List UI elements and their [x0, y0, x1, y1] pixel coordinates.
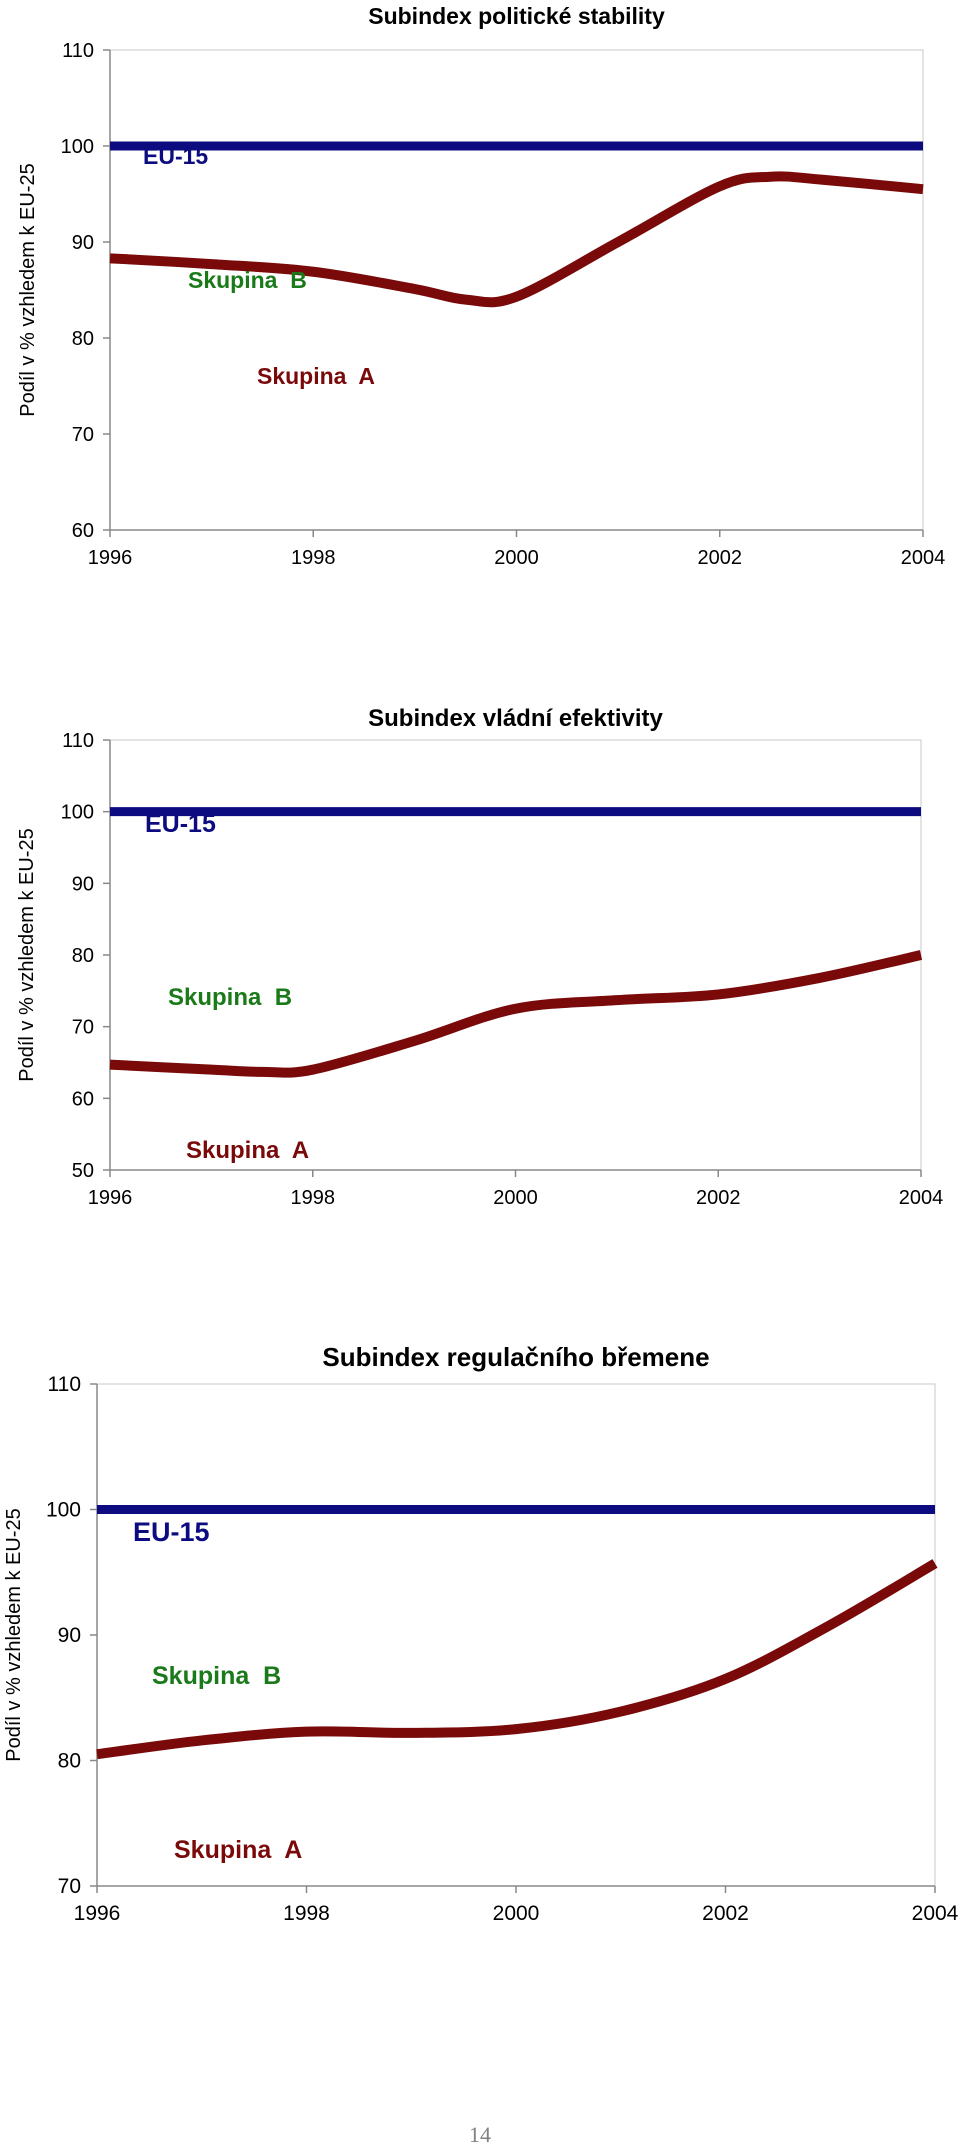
y-axis-label: Podíl v % vzhledem k EU-25: [17, 163, 39, 416]
label-skupina-b: Skupina B: [168, 984, 292, 1011]
chart-government-effectiveness: Subindex vládní efektivity Podíl v % vzhl…: [0, 690, 960, 1250]
x-tick-label: 2000: [493, 1187, 538, 1209]
y-tick-label: 50: [72, 1160, 94, 1182]
y-tick-label: 70: [72, 1017, 94, 1039]
y-tick-label: 90: [58, 1624, 81, 1647]
chart-title: Subindex vládní efektivity: [368, 705, 663, 732]
y-tick-label: 60: [72, 520, 94, 542]
y-tick-label: 110: [48, 1373, 81, 1396]
x-tick-label: 2002: [696, 1187, 741, 1209]
chart-svg: Subindex vládní efektivity Podíl v % vzhl…: [16, 705, 944, 1209]
y-axis-label: Podíl v % vzhledem k EU-25: [16, 828, 38, 1081]
y-tick-label: 90: [72, 873, 94, 895]
y-tick-label: 80: [72, 328, 94, 350]
label-skupina-b: Skupina B: [152, 1662, 281, 1690]
x-tick-label: 1998: [291, 1187, 336, 1209]
x-tick-label: 2002: [702, 1902, 749, 1925]
y-tick-label: 80: [58, 1750, 81, 1773]
label-skupina-a: Skupina A: [174, 1836, 302, 1864]
label-eu-15: EU-15: [143, 143, 208, 169]
series-line-skupina-a: [109, 950, 923, 1078]
y-tick-label: 110: [62, 40, 94, 62]
x-tick-label: 1998: [291, 547, 336, 569]
y-tick-label: 60: [72, 1088, 94, 1110]
x-tick-label: 1996: [88, 547, 133, 569]
y-tick-label: 100: [46, 1499, 81, 1522]
y-tick-label: 70: [72, 424, 94, 446]
chart-political-stability: Subindex politické stability Podíl v % vz…: [0, 0, 960, 640]
y-tick-label: 80: [72, 945, 94, 967]
page-number: 14: [469, 2122, 491, 2147]
x-tick-label: 2004: [901, 547, 946, 569]
series-line-skupina-a: [109, 171, 924, 308]
x-tick-label: 2002: [698, 547, 743, 569]
label-skupina-a: Skupina A: [186, 1137, 309, 1164]
x-tick-label: 2004: [899, 1187, 944, 1209]
y-tick-label: 70: [58, 1875, 81, 1898]
x-tick-label: 2000: [493, 1902, 540, 1925]
label-skupina-b: Skupina B: [188, 267, 307, 293]
series-line-skupina-a: [96, 1559, 938, 1760]
y-tick-label: 90: [72, 232, 94, 254]
y-tick-label: 110: [62, 730, 94, 752]
y-tick-label: 100: [61, 136, 94, 158]
chart-title: Subindex regulačního břemene: [322, 1342, 709, 1372]
label-eu-15: EU-15: [133, 1517, 210, 1547]
y-tick-label: 100: [61, 802, 94, 824]
chart-title: Subindex politické stability: [368, 3, 665, 29]
x-tick-label: 1996: [74, 1902, 121, 1925]
x-tick-label: 2000: [494, 547, 539, 569]
chart-svg: Subindex regulačního břemene Podíl v % vz…: [3, 1342, 959, 1925]
chart-svg: Subindex politické stability Podíl v % vz…: [17, 3, 946, 569]
label-skupina-a: Skupina A: [257, 363, 375, 389]
x-tick-label: 2004: [912, 1902, 959, 1925]
label-eu-15: EU-15: [145, 810, 216, 838]
y-axis-label: Podíl v % vzhledem k EU-25: [3, 1508, 25, 1761]
plot-frame: [109, 739, 922, 1171]
x-tick-label: 1998: [283, 1902, 330, 1925]
x-tick-label: 1996: [88, 1187, 133, 1209]
chart-regulatory-burden: Subindex regulačního břemene Podíl v % vz…: [0, 1320, 960, 1960]
